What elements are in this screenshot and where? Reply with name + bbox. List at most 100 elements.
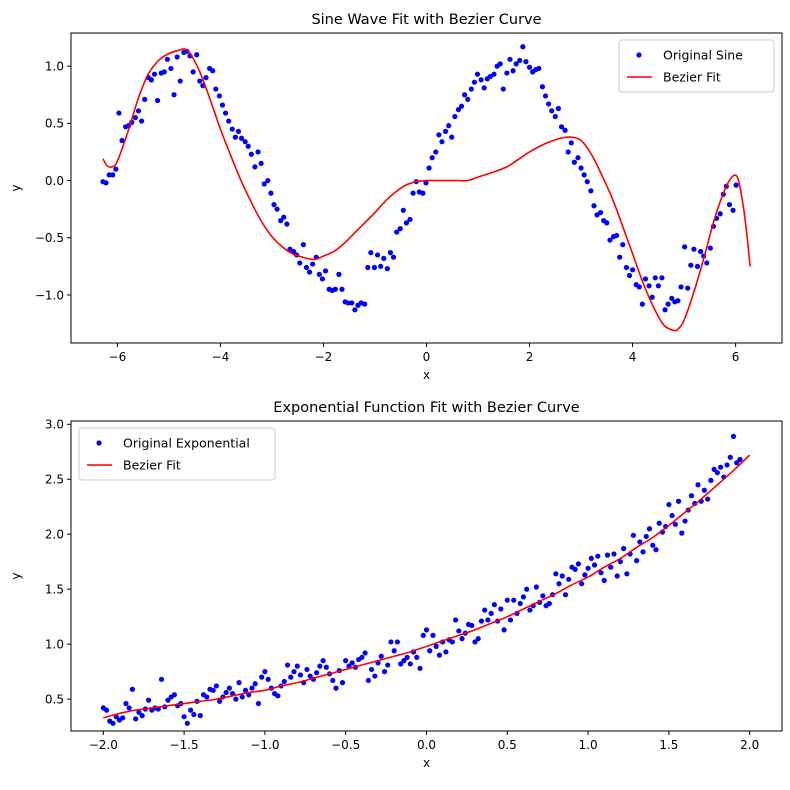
data-point [284, 221, 290, 227]
data-point [330, 677, 336, 684]
data-point [504, 597, 510, 603]
data-point [426, 165, 432, 171]
data-point [542, 93, 549, 99]
data-point [698, 248, 704, 255]
data-point [203, 75, 209, 81]
data-point [685, 285, 691, 291]
y-tick-label: −0.5 [35, 231, 64, 245]
chart-exponential: −2.0 −1.5 −1.0 −0.5 0.0 0.5 1.0 1.5 2.0 0.5 1.0 1.5… [9, 400, 783, 770]
data-point [300, 242, 306, 248]
y-tick-label: 1.0 [45, 59, 64, 73]
data-point [730, 433, 737, 439]
data-point [235, 128, 242, 134]
data-point [210, 68, 216, 74]
data-point [407, 216, 413, 223]
data-point [181, 714, 187, 720]
data-point [378, 263, 384, 269]
data-point [136, 709, 142, 715]
data-point [507, 617, 514, 623]
data-point [679, 530, 685, 536]
data-point [568, 140, 574, 146]
data-point [116, 110, 122, 116]
data-point [262, 669, 268, 675]
data-point [349, 300, 355, 306]
data-point [726, 201, 733, 208]
data-point [708, 477, 714, 483]
x-tick-label: 2 [526, 350, 534, 364]
data-point [718, 464, 724, 470]
data-point [252, 681, 258, 687]
data-point [556, 581, 562, 587]
data-point [449, 639, 455, 645]
x-tick-label: −2.0 [89, 738, 118, 752]
data-point [139, 713, 145, 719]
data-point [526, 64, 533, 70]
data-point [536, 65, 542, 72]
data-point [381, 255, 387, 261]
data-point [691, 246, 697, 252]
data-point [281, 214, 287, 220]
data-point [281, 678, 287, 685]
y-tick-label: 0.5 [45, 117, 64, 131]
data-point [261, 181, 267, 187]
x-axis-label: x [423, 756, 430, 770]
data-point [374, 252, 381, 258]
data-point [510, 68, 516, 74]
data-point [187, 707, 194, 713]
x-tick-label: 1.5 [659, 738, 678, 752]
data-point [572, 566, 578, 573]
data-point [420, 632, 426, 638]
data-point [339, 286, 345, 292]
data-point [352, 307, 358, 313]
y-axis-label: y [9, 572, 23, 579]
data-point [233, 696, 239, 702]
data-point [614, 573, 620, 579]
data-point [197, 78, 203, 84]
data-point [398, 661, 404, 667]
data-point [278, 218, 284, 224]
data-point [430, 632, 436, 638]
data-point [223, 689, 229, 696]
x-tick-label: 1.0 [579, 738, 598, 752]
data-point [458, 103, 465, 109]
data-point [110, 172, 116, 178]
data-point [368, 666, 375, 673]
data-point [617, 559, 624, 565]
data-point [604, 552, 611, 558]
data-point [472, 639, 478, 645]
data-point [598, 570, 604, 576]
data-layer [100, 44, 751, 332]
data-point [517, 57, 523, 64]
data-point [333, 685, 339, 691]
x-tick-label: −4 [212, 350, 230, 364]
legend-box [618, 39, 775, 93]
data-point [103, 180, 109, 186]
data-point [527, 607, 533, 613]
data-point [565, 149, 571, 155]
legend-marker-points [636, 52, 642, 58]
data-point [539, 84, 546, 90]
data-point [238, 135, 245, 141]
data-point [404, 654, 410, 660]
data-point [423, 180, 429, 186]
data-point [397, 226, 403, 232]
data-point [562, 592, 569, 598]
data-point [478, 77, 484, 83]
data-point [242, 687, 249, 693]
data-point [126, 705, 132, 711]
data-point [106, 172, 112, 178]
data-point [465, 96, 471, 102]
data-point [575, 561, 582, 567]
data-point [666, 501, 672, 508]
data-point [213, 86, 219, 92]
data-point [579, 581, 585, 587]
data-point [711, 466, 717, 472]
data-point [488, 610, 494, 616]
data-point [504, 70, 510, 76]
data-point [621, 545, 627, 552]
data-point [255, 149, 261, 155]
data-point [219, 102, 226, 108]
data-point [258, 160, 264, 167]
data-point [446, 123, 452, 129]
